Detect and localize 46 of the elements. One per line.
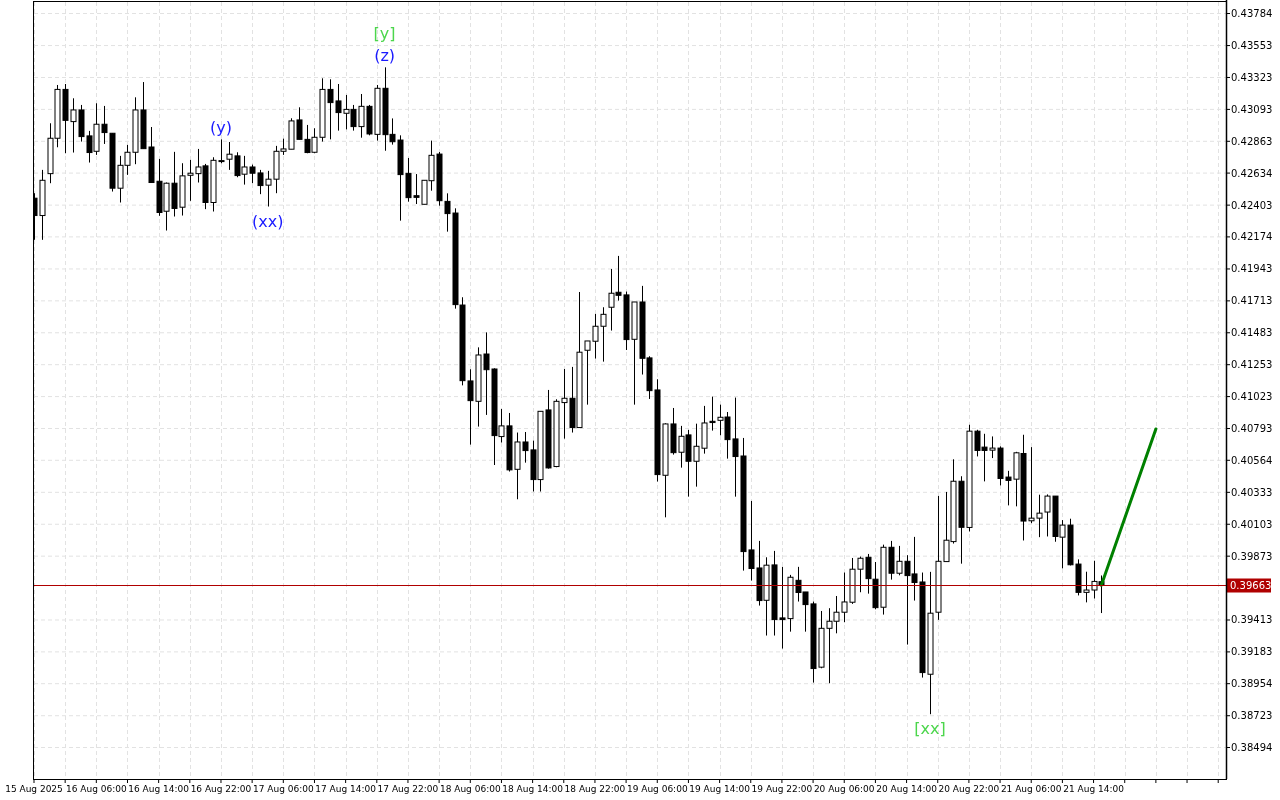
x-tick-label: 16 Aug 06:00 bbox=[65, 784, 127, 794]
y-tick-label: 0.42403 bbox=[1231, 199, 1273, 211]
y-tick-label: 0.40333 bbox=[1231, 486, 1273, 498]
annotation: [xx] bbox=[914, 719, 946, 739]
x-tick-label: 19 Aug 22:00 bbox=[751, 784, 813, 794]
x-tick-label: 17 Aug 22:00 bbox=[377, 784, 439, 794]
x-tick-label: 18 Aug 06:00 bbox=[439, 784, 501, 794]
x-tick-label: 16 Aug 22:00 bbox=[190, 784, 252, 794]
x-tick-label: 21 Aug 14:00 bbox=[1063, 784, 1125, 794]
y-tick-label: 0.38723 bbox=[1231, 710, 1273, 722]
x-tick-label: 18 Aug 22:00 bbox=[564, 784, 626, 794]
x-tick-label: 18 Aug 14:00 bbox=[502, 784, 564, 794]
x-tick-label: 20 Aug 14:00 bbox=[876, 784, 938, 794]
y-tick-label: 0.41253 bbox=[1231, 359, 1273, 371]
y-tick-label: 0.43093 bbox=[1231, 103, 1273, 115]
y-tick-label: 0.42863 bbox=[1231, 135, 1273, 147]
annotation: [y] bbox=[373, 24, 396, 44]
x-tick-label: 17 Aug 14:00 bbox=[315, 784, 377, 794]
y-tick-label: 0.38954 bbox=[1231, 678, 1273, 690]
annotation: (y) bbox=[210, 118, 232, 138]
x-tick-label: 19 Aug 06:00 bbox=[626, 784, 688, 794]
y-tick-label: 0.43323 bbox=[1231, 71, 1273, 83]
y-tick-label: 0.43553 bbox=[1231, 40, 1273, 52]
x-tick-label: 20 Aug 22:00 bbox=[938, 784, 1000, 794]
y-tick-label: 0.40564 bbox=[1231, 454, 1273, 466]
x-tick-label: 15 Aug 2025 bbox=[5, 784, 63, 794]
y-tick-label: 0.39183 bbox=[1231, 646, 1273, 658]
y-tick-label: 0.41483 bbox=[1231, 327, 1273, 339]
x-tick-label: 21 Aug 06:00 bbox=[1000, 784, 1062, 794]
y-tick-label: 0.39873 bbox=[1231, 550, 1273, 562]
x-tick-label: 17 Aug 06:00 bbox=[252, 784, 314, 794]
y-tick-label: 0.42174 bbox=[1231, 231, 1273, 243]
y-tick-label: 0.41943 bbox=[1231, 263, 1273, 275]
y-tick-label: 0.42634 bbox=[1231, 167, 1273, 179]
y-tick-label: 0.41023 bbox=[1231, 391, 1273, 403]
y-tick-label: 0.41713 bbox=[1231, 295, 1273, 307]
y-tick-label: 0.39413 bbox=[1231, 614, 1273, 626]
y-tick-label: 0.40103 bbox=[1231, 518, 1273, 530]
annotation: (xx) bbox=[252, 211, 284, 231]
y-tick-label: 0.40793 bbox=[1231, 423, 1273, 435]
x-tick-label: 19 Aug 14:00 bbox=[689, 784, 751, 794]
x-tick-label: 16 Aug 14:00 bbox=[128, 784, 190, 794]
annotation: (z) bbox=[374, 46, 396, 66]
x-tick-label: 20 Aug 06:00 bbox=[813, 784, 875, 794]
y-tick-label: 0.38494 bbox=[1231, 742, 1273, 753]
y-tick-label: 0.43784 bbox=[1231, 8, 1273, 20]
